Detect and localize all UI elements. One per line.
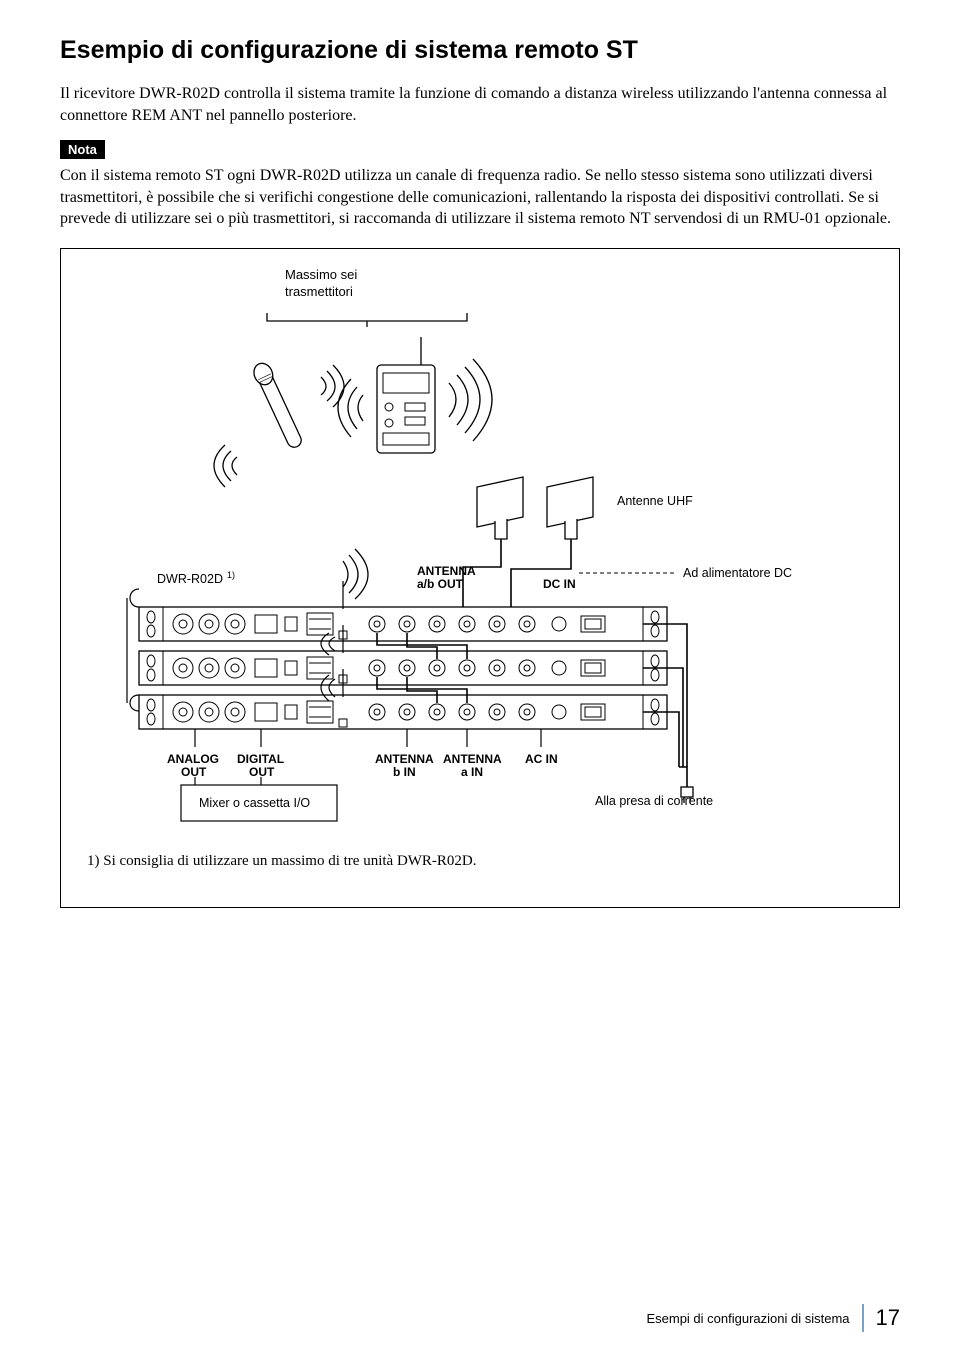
page: Esempio di configurazione di sistema rem… (0, 0, 960, 1362)
rack-units (139, 581, 667, 729)
svg-text:ANTENNAb IN: ANTENNAb IN (375, 752, 434, 779)
intro-paragraph: Il ricevitore DWR-R02D controlla il sist… (60, 83, 900, 126)
dc-in-label: DC IN (543, 577, 576, 591)
max-tx-label: Massimo sei trasmettitori (285, 267, 873, 301)
footer-divider (862, 1304, 864, 1332)
svg-text:ANALOGOUT: ANALOGOUT (167, 752, 219, 779)
diagram-container: Massimo sei trasmettitori (60, 248, 900, 908)
uhf-antenna-right (547, 477, 593, 539)
uhf-antenna-left (477, 477, 523, 539)
presa-label: Alla presa di corrente (595, 794, 713, 808)
svg-text:DIGITALOUT: DIGITALOUT (237, 752, 284, 779)
page-title: Esempio di configurazione di sistema rem… (60, 36, 900, 65)
diagram-footnote: 1) Si consiglia di utilizzare un massimo… (87, 853, 873, 870)
nota-body: Con il sistema remoto ST ogni DWR-R02D u… (60, 165, 900, 230)
ant-ab-out-label: ANTENNAa/b OUT (417, 564, 476, 591)
system-diagram: Antenne UHF DWR-R02D1) ANTENNAa/b OUT DC… (87, 307, 873, 827)
nota-badge: Nota (60, 140, 105, 159)
footer-page-number: 17 (876, 1305, 900, 1331)
mixer-label: Mixer o cassetta I/O (199, 796, 310, 810)
svg-text:AC IN: AC IN (525, 752, 558, 766)
antenne-uhf-label: Antenne UHF (617, 494, 693, 508)
footer-section: Esempi di configurazioni di sistema (646, 1311, 849, 1326)
ad-alim-label: Ad alimentatore DC (683, 566, 792, 580)
page-footer: Esempi di configurazioni di sistema 17 (646, 1304, 900, 1332)
device-label: DWR-R02D1) (157, 570, 235, 586)
svg-text:ANTENNAa IN: ANTENNAa IN (443, 752, 502, 779)
